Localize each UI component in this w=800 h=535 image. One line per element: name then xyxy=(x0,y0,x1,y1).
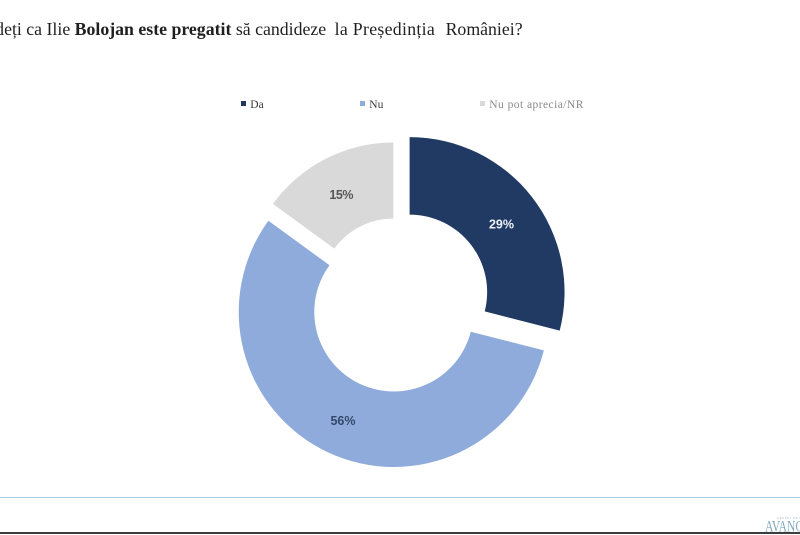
svg-text:56%: 56% xyxy=(330,414,355,428)
svg-text:29%: 29% xyxy=(489,218,514,232)
svg-text:15%: 15% xyxy=(329,188,353,202)
svg-text:AVANGARDE: AVANGARDE xyxy=(765,519,800,535)
